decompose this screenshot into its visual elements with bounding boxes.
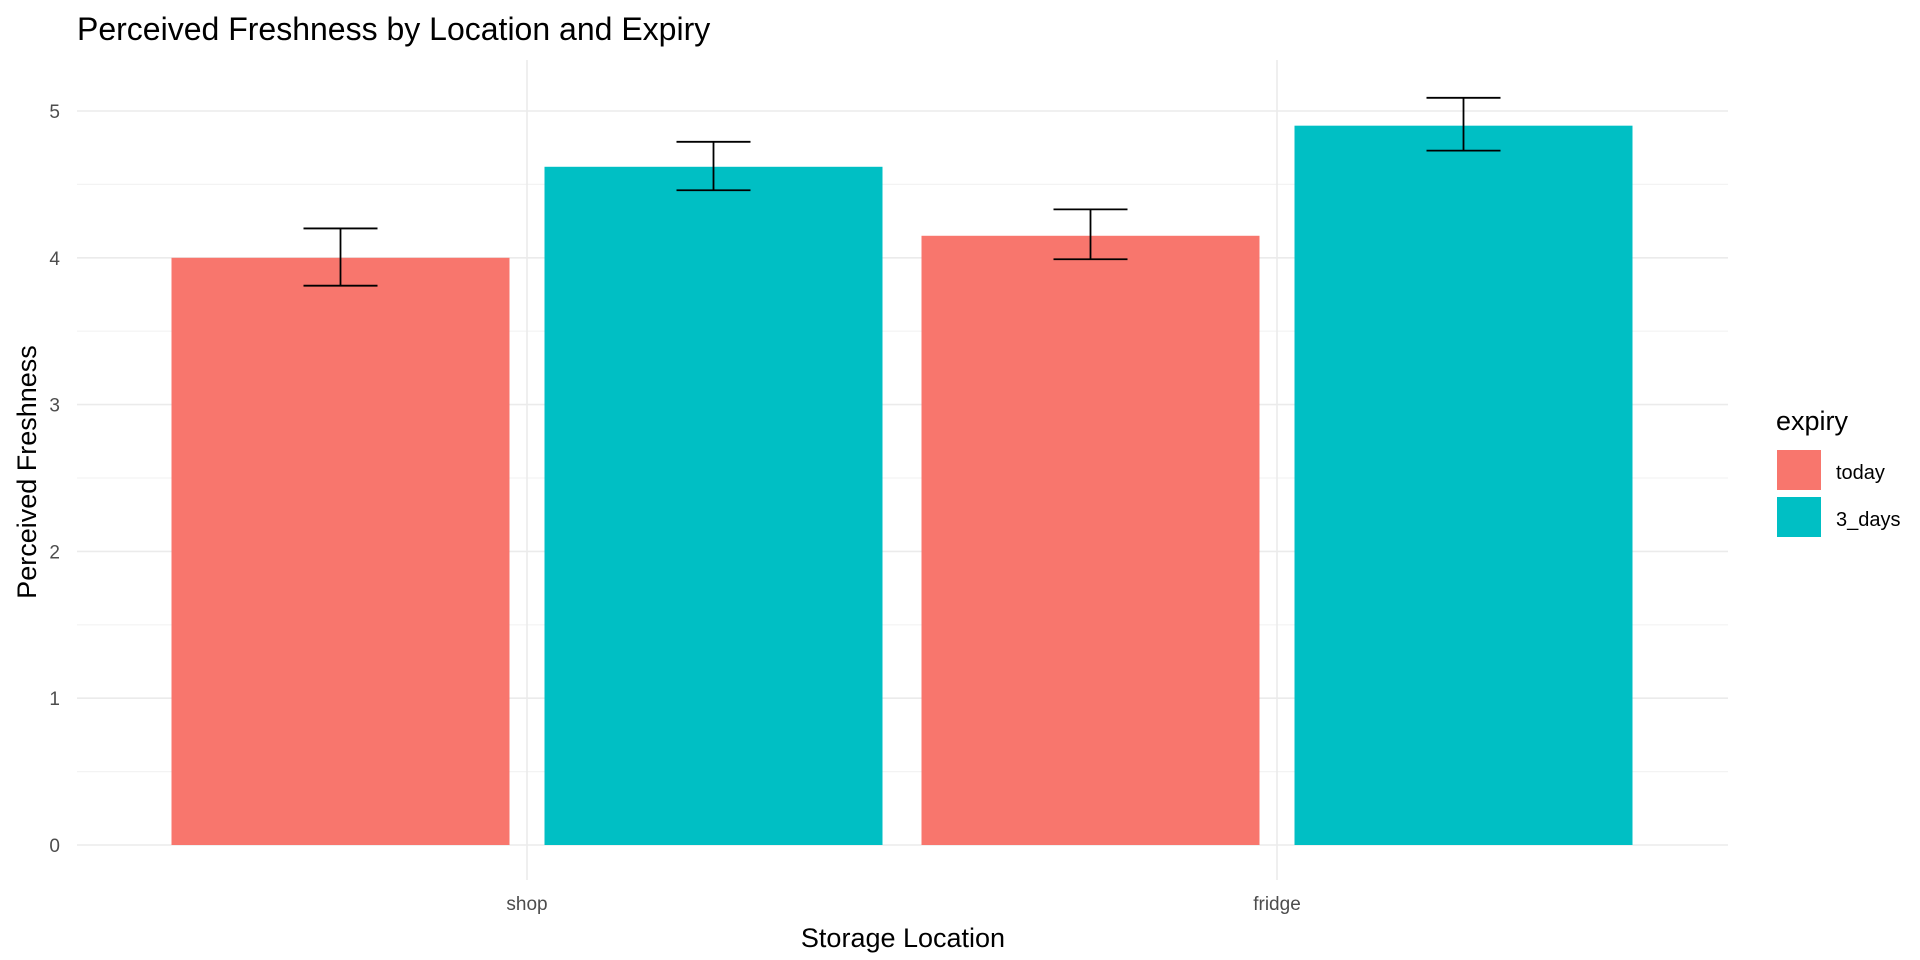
legend-label-today: today <box>1836 462 1885 484</box>
bar-fridge-today <box>922 236 1260 845</box>
bars <box>172 126 1633 845</box>
legend-swatch-3-days <box>1777 497 1821 537</box>
y-tick-label: 5 <box>49 102 60 123</box>
x-tick-label-fridge: fridge <box>1253 894 1301 915</box>
bar-shop-today <box>172 258 510 845</box>
x-axis-title: Storage Location <box>801 923 1005 953</box>
legend: expiry today 3_days <box>1776 406 1901 537</box>
y-tick-label: 2 <box>49 542 60 563</box>
legend-swatch-today <box>1777 450 1821 490</box>
legend-label-3-days: 3_days <box>1836 509 1901 531</box>
bar-fridge-3-days <box>1295 126 1633 845</box>
chart-title: Perceived Freshness by Location and Expi… <box>77 11 710 47</box>
y-tick-label: 1 <box>49 689 60 710</box>
x-tick-label-shop: shop <box>506 894 547 915</box>
legend-title: expiry <box>1776 406 1849 436</box>
y-tick-label: 3 <box>49 396 60 417</box>
bar-shop-3-days <box>545 167 883 845</box>
y-tick-label: 0 <box>49 836 60 857</box>
y-axis-title: Perceived Freshness <box>12 345 42 599</box>
y-tick-label: 4 <box>49 249 60 270</box>
